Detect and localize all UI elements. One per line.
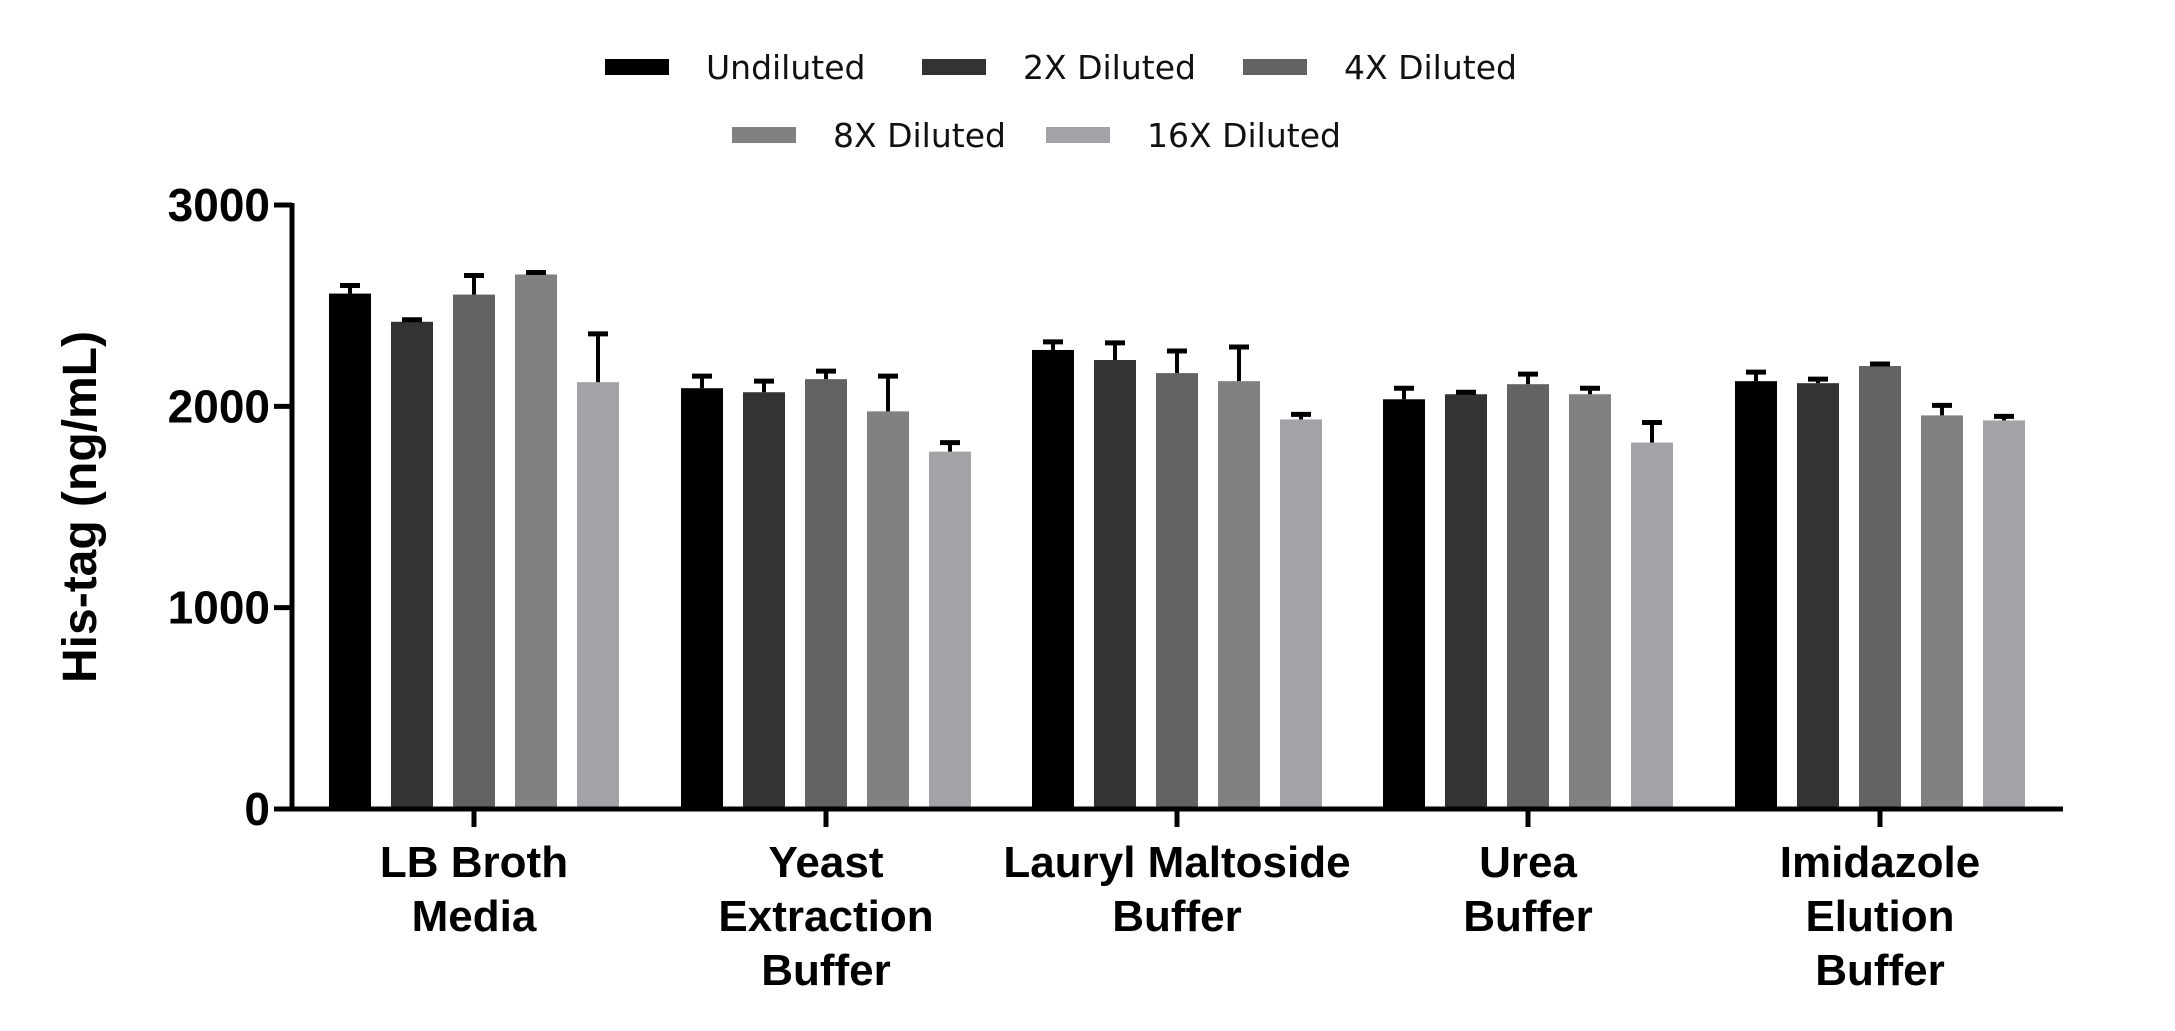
bar bbox=[867, 411, 909, 809]
category-label: Elution bbox=[1805, 892, 1954, 941]
bar bbox=[1383, 399, 1425, 809]
y-tick-label: 2000 bbox=[168, 380, 270, 432]
bar bbox=[805, 379, 847, 809]
category-label: Urea bbox=[1479, 838, 1577, 887]
category-label: Extraction bbox=[718, 892, 933, 941]
y-tick-label: 0 bbox=[244, 783, 270, 835]
y-axis: 0 1000 2000 3000 bbox=[168, 179, 295, 835]
bar bbox=[1921, 415, 1963, 809]
category-label: Buffer bbox=[1463, 892, 1593, 941]
legend-label: 16X Diluted bbox=[1147, 116, 1341, 155]
legend-label: 4X Diluted bbox=[1344, 48, 1517, 87]
bar bbox=[1631, 442, 1673, 809]
bar bbox=[1797, 383, 1839, 809]
legend-swatch bbox=[1046, 127, 1110, 143]
legend-label: 8X Diluted bbox=[833, 116, 1006, 155]
bar bbox=[1569, 394, 1611, 809]
bar bbox=[929, 451, 971, 809]
bars bbox=[329, 269, 2025, 810]
bar bbox=[1032, 349, 1074, 809]
legend-label: Undiluted bbox=[706, 48, 865, 87]
bar bbox=[453, 294, 495, 809]
category-label: Buffer bbox=[1112, 892, 1242, 941]
category-label: Yeast bbox=[769, 838, 884, 887]
bar bbox=[1280, 419, 1322, 809]
bar bbox=[577, 382, 619, 809]
bar bbox=[1859, 366, 1901, 809]
bar bbox=[743, 392, 785, 809]
category-label: Buffer bbox=[761, 946, 891, 995]
bar bbox=[1735, 381, 1777, 809]
bar bbox=[1094, 360, 1136, 809]
y-tick-label: 3000 bbox=[168, 179, 270, 231]
category-label: LB Broth bbox=[380, 838, 568, 887]
legend-swatch bbox=[605, 59, 669, 75]
legend-swatch bbox=[1243, 59, 1307, 75]
bar bbox=[1218, 381, 1260, 809]
x-axis: LB Broth Media Yeast Extraction Buffer Lauryl… bbox=[290, 806, 2063, 995]
category-label: Imidazole bbox=[1780, 838, 1981, 887]
bar bbox=[1156, 373, 1198, 809]
bar bbox=[391, 321, 433, 809]
y-tick-label: 1000 bbox=[168, 582, 270, 634]
bar bbox=[1983, 420, 2025, 809]
bar bbox=[1445, 394, 1487, 809]
legend-label: 2X Diluted bbox=[1023, 48, 1196, 87]
legend-swatch bbox=[922, 59, 986, 75]
y-axis-title: His-tag (ng/mL) bbox=[54, 331, 107, 683]
legend-swatch bbox=[732, 127, 796, 143]
bar bbox=[1507, 384, 1549, 809]
category-label: Lauryl Maltoside bbox=[1003, 838, 1350, 887]
bar bbox=[329, 293, 371, 809]
legend: Undiluted 2X Diluted 4X Diluted 8X Diluted 1… bbox=[605, 48, 1517, 155]
category-label: Media bbox=[412, 892, 537, 941]
category-label: Buffer bbox=[1815, 946, 1945, 995]
bar bbox=[681, 388, 723, 809]
bar bbox=[515, 274, 557, 810]
